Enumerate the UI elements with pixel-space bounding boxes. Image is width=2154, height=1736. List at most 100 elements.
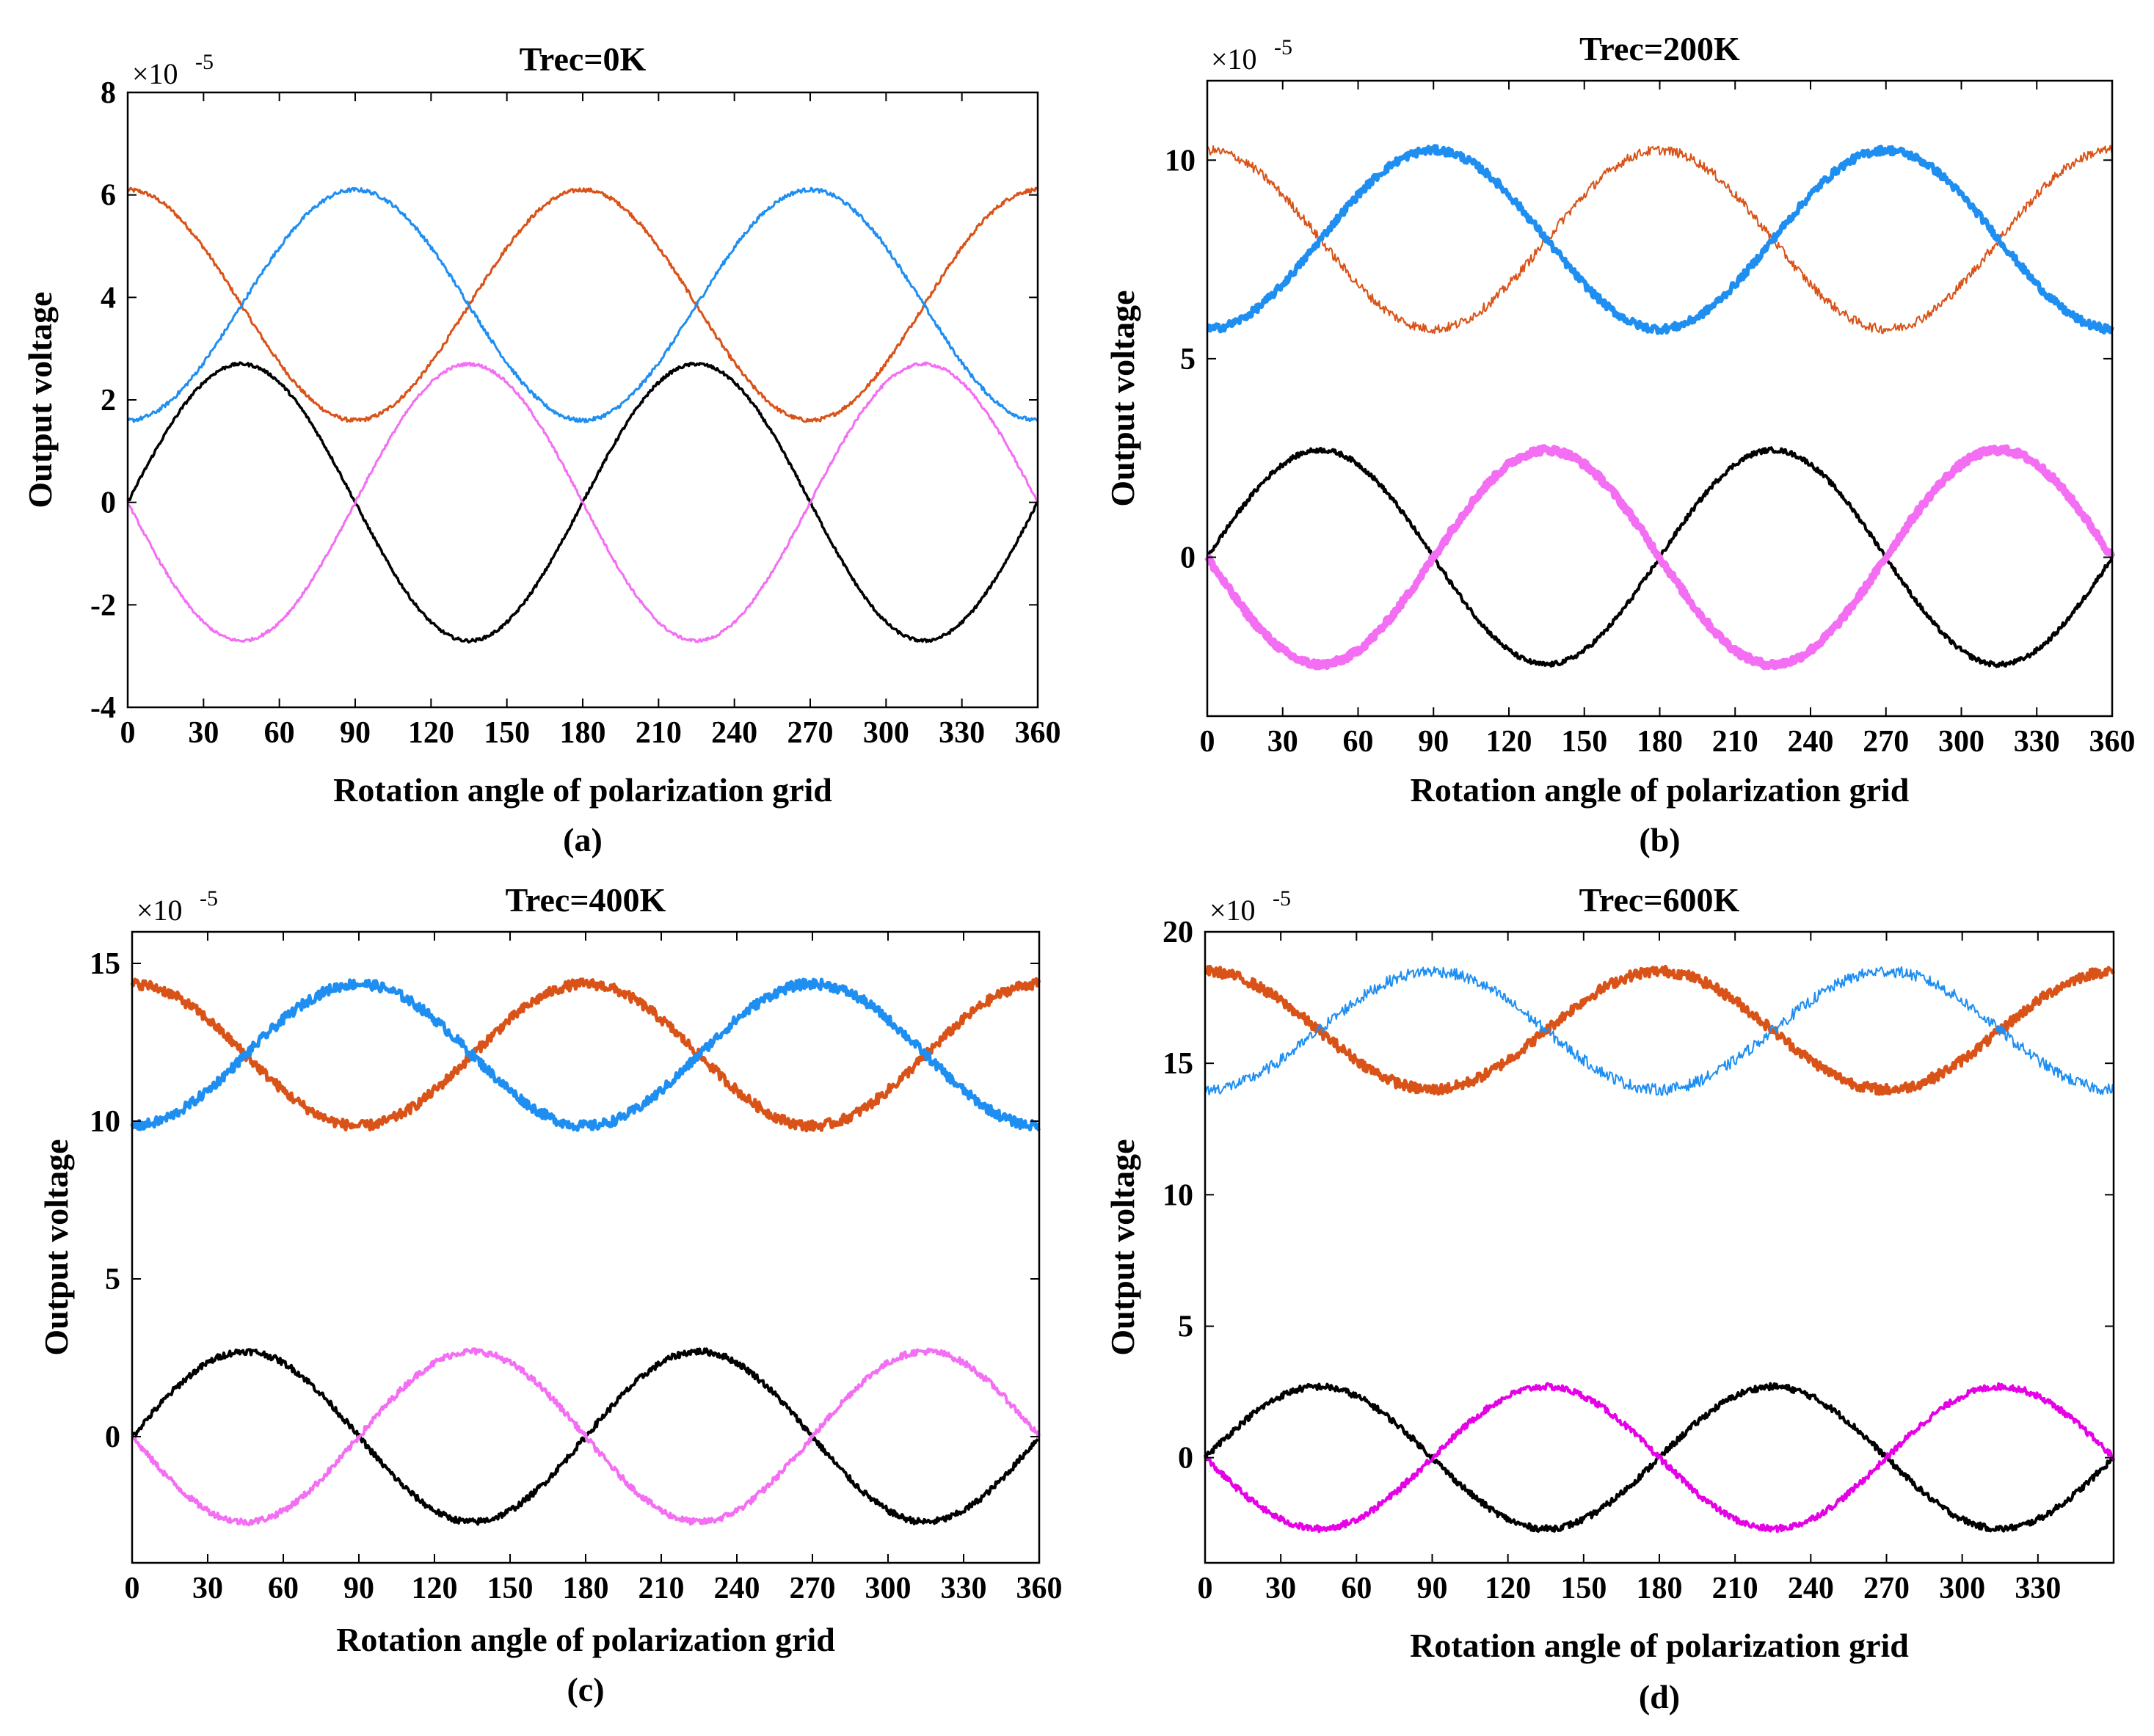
y-tick-label: 4 [101, 281, 116, 315]
y-tick-label: 10 [90, 1105, 120, 1139]
x-tick-label: 180 [1637, 725, 1683, 759]
panel-caption: (d) [1639, 1678, 1680, 1715]
panel-a: 0 30 60 90 120 150 180 210 240 270 300 330 360 -4 -2 0 2… [21, 40, 1061, 858]
series-line-channel-blue [126, 186, 1039, 423]
y-tick-label: 5 [105, 1263, 120, 1296]
y-tick-label: 0 [1180, 541, 1196, 575]
x-axis-label: Rotation angle of polarization grid [1411, 771, 1910, 809]
x-tick-label: 270 [1863, 1572, 1910, 1605]
x-tick-label: 240 [714, 1572, 760, 1605]
y-tick-label: 6 [101, 179, 116, 213]
y-exponent-label: ×10 [1209, 894, 1256, 927]
y-axis-label: Output voltage [1104, 290, 1141, 506]
x-tick-label: 60 [264, 716, 295, 750]
y-exponent-power: -5 [1274, 35, 1292, 59]
x-tick-label: 330 [2015, 1572, 2061, 1605]
x-tick-label: 120 [1486, 725, 1532, 759]
y-tick-label: 10 [1162, 1178, 1193, 1212]
series-line-channel-magenta [131, 1347, 1041, 1527]
x-tick-label: 150 [487, 1572, 534, 1605]
x-tick-label: 240 [711, 716, 757, 750]
x-tick-label: 60 [1341, 1572, 1372, 1605]
x-tick-label: 60 [1343, 725, 1374, 759]
x-tick-label: 210 [638, 1572, 685, 1605]
x-tick-label: 90 [340, 716, 371, 750]
y-tick-label: -4 [90, 691, 116, 725]
x-tick-label: 270 [1863, 725, 1909, 759]
x-tick-label: 0 [1200, 725, 1215, 759]
y-tick-label: 8 [101, 76, 116, 110]
x-tick-label: 0 [125, 1572, 140, 1605]
series-line-channel-orange [126, 186, 1038, 423]
y-tick-label: -2 [90, 588, 116, 622]
y-exponent-power: -5 [195, 50, 214, 74]
y-exponent-label: ×10 [132, 57, 178, 90]
chart-title: Trec=200K [1579, 30, 1740, 68]
x-axis-label: Rotation angle of polarization grid [1410, 1627, 1909, 1664]
x-tick-label: 180 [1637, 1572, 1683, 1605]
x-tick-label: 30 [1265, 1572, 1296, 1605]
x-tick-label: 300 [1939, 1572, 1985, 1605]
series-line-channel-magenta [1204, 444, 2116, 671]
x-tick-label: 330 [939, 716, 985, 750]
y-tick-label: 0 [105, 1420, 120, 1454]
x-tick-label: 210 [636, 716, 682, 750]
x-tick-label: 180 [563, 1572, 609, 1605]
y-axis-label: Output voltage [1104, 1139, 1141, 1355]
y-tick-label: 2 [101, 384, 116, 417]
x-tick-label: 0 [120, 716, 136, 750]
x-tick-label: 90 [1418, 725, 1449, 759]
y-tick-label: 5 [1178, 1310, 1193, 1344]
series-line-channel-magenta [1204, 1382, 2115, 1533]
x-tick-label: 60 [268, 1572, 299, 1605]
panel-c: 0 30 60 90 120 150 180 210 240 270 300 330 360 0 5 10 15… [37, 881, 1063, 1708]
y-tick-label: 15 [1162, 1047, 1193, 1081]
x-tick-label: 120 [1485, 1572, 1531, 1605]
x-tick-label: 120 [408, 716, 454, 750]
x-tick-label: 240 [1788, 725, 1834, 759]
y-tick-label: 0 [1178, 1442, 1193, 1476]
x-tick-label: 30 [1267, 725, 1298, 759]
x-tick-label: 90 [1417, 1572, 1448, 1605]
x-tick-label: 210 [1712, 725, 1758, 759]
x-tick-label: 240 [1788, 1572, 1834, 1605]
x-tick-label: 270 [790, 1572, 836, 1605]
x-axis-label: Rotation angle of polarization grid [333, 771, 832, 809]
y-tick-label: 5 [1180, 343, 1196, 376]
panel-d: 0 30 60 90 120 150 180 210 240 270 300 330 0 5 10 15 20 ×… [1104, 881, 2116, 1715]
x-tick-label: 180 [560, 716, 606, 750]
x-tick-label: 360 [1016, 1572, 1063, 1605]
series-line-channel-blue [130, 977, 1041, 1132]
x-tick-label: 30 [192, 1572, 223, 1605]
chart-title: Trec=600K [1579, 881, 1740, 919]
panel-caption: (c) [567, 1671, 604, 1708]
x-axis-label: Rotation angle of polarization grid [336, 1621, 835, 1658]
series-line-channel-orange [130, 977, 1041, 1133]
y-exponent-label: ×10 [1211, 43, 1257, 76]
x-tick-label: 270 [787, 716, 834, 750]
x-tick-label: 150 [1560, 1572, 1607, 1605]
panel-b: 0 30 60 90 120 150 180 210 240 270 300 330 360 0 5 10 ×1… [1104, 30, 2136, 858]
series-line-channel-blue [1204, 966, 2114, 1096]
x-tick-label: 210 [1712, 1572, 1758, 1605]
x-tick-label: 300 [863, 716, 909, 750]
y-tick-label: 20 [1162, 916, 1193, 949]
y-exponent-power: -5 [200, 886, 218, 911]
x-tick-label: 150 [1561, 725, 1607, 759]
x-tick-label: 300 [1938, 725, 1984, 759]
x-tick-label: 150 [484, 716, 530, 750]
panel-caption: (b) [1639, 821, 1680, 858]
y-exponent-label: ×10 [137, 894, 183, 927]
chart-title: Trec=0K [520, 40, 647, 78]
y-tick-label: 0 [101, 486, 116, 520]
y-tick-label: 15 [90, 947, 120, 981]
x-tick-label: 360 [1015, 716, 1061, 750]
series-line-channel-orange [1207, 145, 2113, 335]
y-exponent-power: -5 [1273, 886, 1291, 911]
x-tick-label: 0 [1198, 1572, 1213, 1605]
x-tick-label: 330 [2014, 725, 2060, 759]
x-tick-label: 90 [343, 1572, 374, 1605]
